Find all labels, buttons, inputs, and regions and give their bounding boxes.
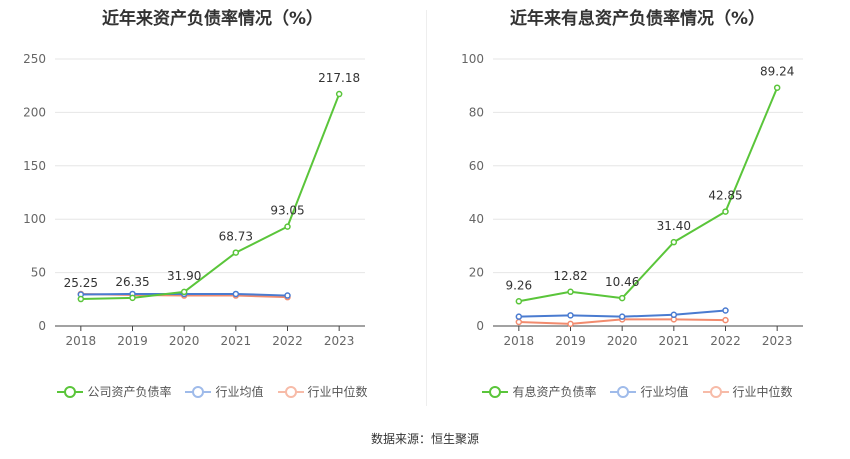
y-tick-label: 100: [461, 52, 484, 66]
y-tick-label: 60: [469, 159, 484, 173]
chart-panel-debt-ratio: 近年来资产负债率情况（%） 0 50 100 150 200 250 2018 2019 202…: [0, 0, 425, 410]
panel-divider: [426, 10, 427, 406]
data-label: 42.85: [708, 189, 742, 203]
legend-item-industry-median[interactable]: 行业中位数: [277, 383, 368, 400]
data-point: [515, 318, 523, 326]
data-label: 31.90: [167, 269, 201, 283]
x-tick-label: 2022: [710, 334, 741, 348]
x-tick-label: 2023: [324, 334, 355, 348]
data-label: 10.46: [605, 275, 639, 289]
y-tick-label: 20: [469, 266, 484, 280]
data-point: [284, 292, 291, 299]
x-tick-label: 2018: [504, 334, 535, 348]
legend-label: 公司资产负债率: [87, 385, 172, 399]
data-point: [567, 320, 574, 328]
x-tick-label: 2018: [66, 334, 97, 348]
legend-label: 行业中位数: [307, 385, 368, 399]
data-label: 9.26: [505, 278, 532, 292]
legend-item-industry-mean[interactable]: 行业均值: [610, 383, 689, 400]
y-tick-label: 200: [23, 105, 46, 119]
data-point: [722, 307, 729, 314]
legend-label: 行业均值: [215, 385, 264, 399]
y-tick-label: 0: [38, 319, 46, 333]
y-tick-label: 100: [23, 212, 46, 226]
chart-legend: 有息资产负债率 行业均值 行业中位数: [425, 383, 850, 400]
legend-label: 行业均值: [640, 385, 689, 399]
legend-item-company[interactable]: 有息资产负债率: [482, 383, 596, 400]
data-point: [773, 84, 781, 91]
legend-line-icon: [702, 385, 729, 398]
data-point: [515, 298, 523, 305]
data-point: [567, 288, 574, 296]
data-label: 68.73: [219, 230, 253, 244]
data-point: [618, 294, 626, 302]
data-point: [284, 223, 291, 230]
y-tick-label: 0: [476, 319, 484, 333]
data-label: 93.05: [270, 204, 304, 218]
data-source-note: 数据来源：恒生聚源: [370, 432, 479, 446]
chart-legend: 公司资产负债率 行业均值 行业中位数: [0, 383, 425, 400]
data-point: [567, 312, 574, 319]
data-label: 12.82: [553, 269, 587, 283]
legend-line-icon: [185, 385, 212, 398]
chart-title: 近年来资产负债率情况（%）: [101, 9, 324, 29]
x-tick-label: 2021: [221, 334, 252, 348]
data-point: [722, 316, 729, 324]
y-tick-label: 80: [469, 105, 484, 119]
series-line: [518, 87, 779, 303]
legend-line-icon: [277, 385, 304, 398]
x-tick-label: 2021: [659, 334, 690, 348]
data-label: 26.35: [115, 275, 149, 289]
data-point: [180, 288, 188, 296]
y-tick-label: 40: [469, 212, 484, 226]
legend-label: 有息资产负债率: [512, 385, 597, 399]
data-label: 31.40: [657, 219, 691, 233]
chart-title: 近年来有息资产负债率情况（%）: [509, 9, 766, 29]
chart-panel-interest-bearing-debt-ratio: 近年来有息资产负债率情况（%） 0 20 40 60 80 100 2018 2019 2020…: [425, 0, 850, 410]
y-tick-label: 50: [31, 266, 46, 280]
debt-ratio-chart: 0 50 100 150 200 250 2018 2019 2020 2021 2022 2023 2…: [23, 52, 365, 348]
data-label: 89.24: [760, 65, 794, 79]
data-label: 217.18: [318, 71, 360, 85]
interest-bearing-debt-ratio-chart: 0 20 40 60 80 100 2018 2019 2020 2021 2022 2023 9.26…: [461, 52, 803, 348]
y-tick-label: 250: [23, 52, 46, 66]
x-tick-label: 2020: [607, 334, 638, 348]
x-tick-label: 2020: [169, 334, 200, 348]
y-tick-label: 150: [23, 159, 46, 173]
legend-line-icon: [610, 385, 637, 398]
legend-item-industry-mean[interactable]: 行业均值: [185, 383, 264, 400]
x-tick-label: 2019: [117, 334, 148, 348]
data-label: 25.25: [64, 276, 98, 290]
data-point: [618, 313, 626, 320]
data-point: [670, 311, 678, 319]
x-tick-label: 2022: [272, 334, 303, 348]
data-point: [722, 208, 729, 215]
series-line: [80, 93, 341, 301]
x-tick-label: 2019: [555, 334, 586, 348]
legend-item-company[interactable]: 公司资产负债率: [57, 383, 171, 400]
data-point: [670, 238, 678, 246]
x-tick-label: 2023: [762, 334, 793, 348]
legend-item-industry-median[interactable]: 行业中位数: [702, 383, 793, 400]
data-point: [232, 249, 240, 256]
legend-line-icon: [482, 385, 509, 398]
data-point: [232, 290, 240, 298]
data-point: [335, 90, 343, 98]
data-point: [129, 294, 136, 302]
legend-line-icon: [57, 385, 84, 398]
data-point: [515, 313, 523, 320]
data-point: [77, 295, 85, 303]
legend-label: 行业中位数: [732, 385, 793, 399]
